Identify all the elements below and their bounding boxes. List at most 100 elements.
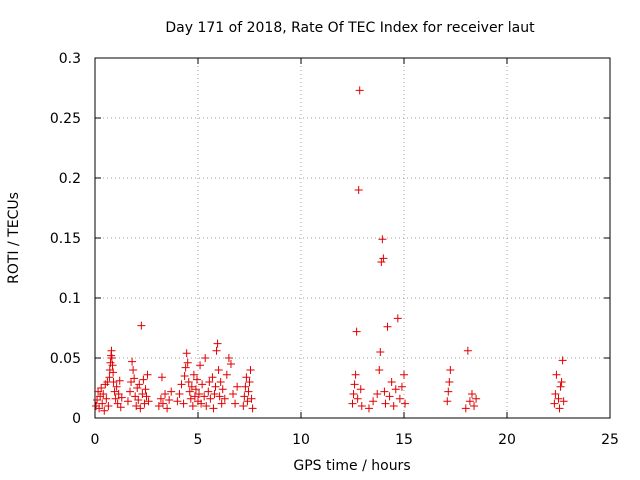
data-point	[136, 404, 145, 413]
data-point	[210, 390, 219, 398]
data-point	[109, 368, 118, 377]
data-point	[381, 399, 390, 408]
data-point	[387, 378, 396, 386]
data-point	[182, 349, 191, 358]
data-point	[192, 375, 201, 384]
data-point	[212, 346, 221, 355]
data-point	[165, 396, 174, 404]
data-point	[108, 361, 117, 370]
data-point	[240, 392, 249, 401]
x-tick-label: 5	[194, 432, 203, 448]
data-point	[112, 382, 121, 391]
data-point	[224, 354, 233, 362]
data-point	[377, 258, 386, 266]
data-point	[216, 378, 225, 386]
data-point	[158, 399, 167, 408]
data-point	[187, 382, 196, 391]
data-point	[552, 370, 561, 379]
data-point	[157, 373, 166, 382]
data-point	[198, 380, 207, 389]
data-point	[446, 366, 455, 374]
data-point	[116, 403, 125, 412]
data-point	[111, 394, 120, 403]
data-point	[220, 394, 229, 403]
data-point	[188, 402, 197, 410]
data-point	[143, 370, 152, 379]
data-point	[375, 366, 384, 374]
data-point	[102, 394, 111, 403]
data-point	[246, 366, 255, 374]
data-point	[211, 382, 220, 391]
x-axis: 0 5 10 15 20 25	[91, 58, 619, 448]
data-point	[163, 404, 172, 413]
data-point	[355, 86, 364, 95]
data-point	[142, 392, 151, 401]
x-tick-label: 0	[91, 432, 100, 448]
data-point	[401, 399, 410, 408]
data-point	[241, 382, 250, 391]
data-point	[208, 373, 217, 382]
data-point	[242, 373, 251, 382]
data-point	[391, 385, 400, 394]
data-point	[445, 378, 454, 386]
data-point	[239, 402, 248, 410]
data-point	[189, 370, 198, 379]
data-point	[373, 390, 382, 398]
data-point	[141, 385, 150, 394]
data-point	[213, 339, 222, 348]
data-point	[140, 399, 149, 408]
data-point	[173, 397, 182, 406]
data-point	[348, 399, 357, 408]
data-point	[115, 376, 124, 385]
data-point	[245, 378, 254, 386]
data-point	[123, 397, 132, 406]
data-point	[154, 402, 163, 410]
data-point	[144, 397, 153, 406]
data-point	[104, 402, 113, 410]
x-tick-label: 15	[395, 432, 413, 448]
y-axis-label: ROTI / TECUs	[6, 192, 22, 284]
data-point	[350, 380, 359, 389]
data-point	[218, 385, 227, 394]
data-point	[444, 387, 453, 396]
x-tick-label: 10	[292, 432, 310, 448]
data-point	[196, 361, 205, 370]
data-point	[243, 397, 252, 406]
data-point	[556, 382, 565, 391]
data-point	[202, 402, 211, 410]
data-point	[117, 393, 126, 402]
y-tick-label: 0.1	[59, 291, 81, 307]
chart-title: Day 171 of 2018, Rate Of TEC Index for r…	[165, 20, 535, 36]
data-point	[128, 357, 137, 366]
data-point	[107, 346, 116, 355]
data-point	[369, 397, 378, 406]
data-point	[97, 384, 106, 392]
data-point	[222, 370, 231, 379]
y-tick-label: 0.25	[50, 111, 81, 127]
data-points	[92, 86, 568, 415]
data-point	[138, 390, 147, 398]
data-point	[139, 375, 148, 384]
data-point	[197, 399, 206, 408]
data-point	[161, 390, 170, 398]
data-point	[395, 394, 404, 403]
data-point	[558, 356, 567, 365]
data-point	[181, 363, 190, 372]
data-point	[214, 366, 223, 374]
plot-frame	[94, 57, 611, 419]
data-point	[380, 387, 389, 396]
x-axis-label: GPS time / hours	[293, 458, 410, 474]
data-point	[247, 394, 256, 403]
y-tick-label: 0.15	[50, 231, 81, 247]
data-point	[135, 380, 144, 389]
data-point	[379, 254, 388, 263]
data-point	[200, 392, 209, 401]
x-tick-label: 25	[601, 432, 619, 448]
data-point	[185, 387, 194, 396]
data-point	[184, 378, 193, 386]
data-point	[180, 372, 189, 380]
y-tick-label: 0.2	[59, 171, 81, 187]
data-point	[110, 387, 119, 396]
data-point	[231, 399, 240, 408]
